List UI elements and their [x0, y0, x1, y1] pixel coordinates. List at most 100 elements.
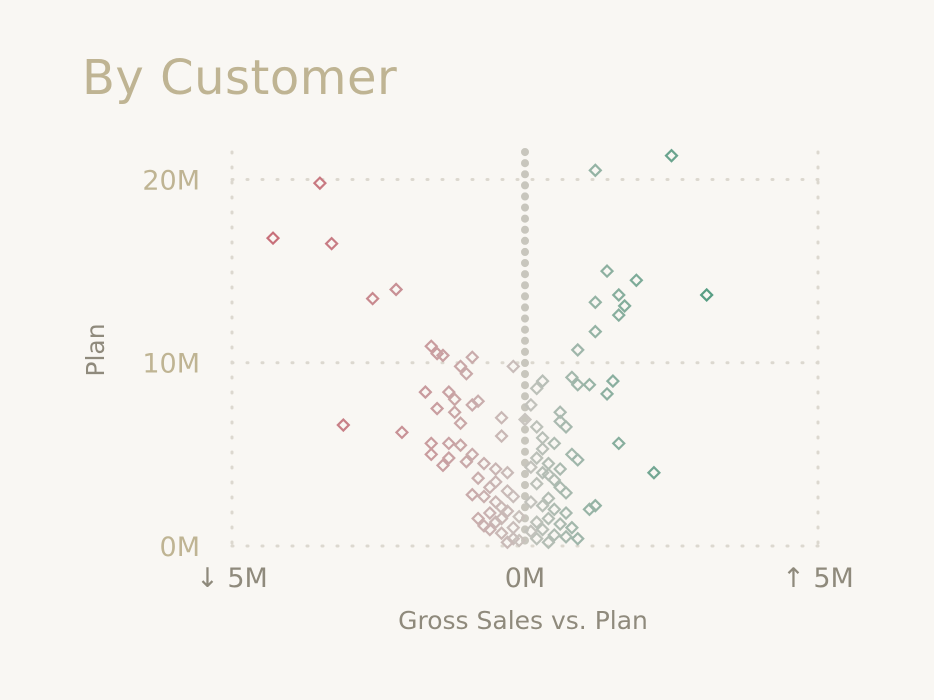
data-point [564, 370, 579, 385]
x-axis-title: Gross Sales vs. Plan [398, 606, 648, 635]
data-point [599, 264, 615, 279]
data-point [488, 461, 503, 477]
data-point [529, 419, 544, 434]
x-tick-label: ↓ 5M [196, 563, 268, 594]
y-tick-label: 10M [142, 349, 200, 380]
data-point [535, 441, 550, 456]
data-point [476, 518, 492, 533]
data-point [553, 461, 568, 477]
data-point [605, 374, 620, 389]
data-point [517, 412, 533, 427]
data-point [611, 308, 626, 323]
data-point [418, 385, 433, 400]
data-point [500, 483, 515, 499]
data-point [588, 163, 603, 178]
data-point [512, 533, 527, 548]
data-point [465, 447, 480, 462]
data-point [394, 425, 409, 440]
data-point [476, 456, 492, 471]
data-point [494, 428, 509, 444]
data-point [547, 527, 562, 543]
data-point [541, 511, 556, 526]
data-point [535, 374, 550, 389]
data-point [324, 236, 339, 251]
data-point [599, 386, 615, 401]
data-point [465, 350, 480, 365]
data-point [535, 522, 550, 537]
data-point [541, 535, 556, 550]
data-point [699, 287, 714, 302]
data-point [482, 505, 497, 521]
data-point [471, 471, 486, 486]
data-point [494, 526, 509, 541]
data-point [541, 456, 556, 471]
data-point [471, 394, 486, 409]
data-point [529, 515, 544, 530]
data-point [570, 531, 585, 546]
data-point [529, 381, 544, 396]
data-point [547, 502, 562, 517]
data-point [506, 520, 521, 535]
chart-title: By Customer [82, 50, 398, 106]
data-point [512, 509, 527, 524]
y-axis-title: Plan [81, 323, 110, 376]
data-point [558, 419, 574, 434]
data-point [523, 524, 538, 539]
data-point [558, 529, 574, 544]
data-point [459, 454, 474, 469]
data-point [588, 295, 603, 310]
data-point [365, 291, 380, 306]
data-point [447, 405, 462, 420]
data-point [336, 417, 351, 433]
data-point [453, 438, 468, 453]
data-point [564, 520, 579, 535]
data-point [494, 511, 509, 526]
data-point [535, 498, 550, 513]
data-point [465, 397, 480, 412]
data-point [558, 485, 574, 500]
data-point [523, 460, 538, 475]
data-point [500, 504, 515, 519]
data-point [465, 487, 480, 502]
data-point [588, 498, 603, 513]
data-point [447, 392, 462, 407]
data-point [535, 430, 550, 445]
data-point [488, 474, 503, 489]
data-point [582, 502, 597, 517]
x-tick-label: ↑ 5M [782, 563, 854, 594]
data-point [541, 467, 556, 482]
data-point [541, 491, 556, 506]
data-point [570, 377, 585, 392]
data-point [646, 465, 661, 480]
data-point [553, 405, 568, 420]
y-tick-label: 0M [160, 532, 200, 563]
data-point [611, 436, 626, 451]
data-point [529, 450, 544, 466]
data-point [441, 436, 456, 451]
data-point [529, 476, 544, 491]
data-point [441, 385, 456, 400]
data-point [500, 535, 515, 550]
data-point [435, 458, 451, 473]
data-point [500, 465, 515, 480]
data-point [617, 298, 632, 313]
data-point [664, 148, 679, 163]
data-point [424, 436, 439, 451]
data-point [564, 447, 579, 462]
data-point [430, 401, 445, 416]
data-point [506, 489, 521, 504]
data-point [476, 489, 492, 504]
data-point [629, 273, 644, 288]
data-point [424, 447, 439, 462]
data-point [265, 231, 281, 246]
data-point [570, 342, 585, 357]
data-point [529, 531, 544, 546]
data-point [547, 436, 562, 451]
data-point [494, 410, 509, 425]
data-point [523, 397, 538, 412]
data-point [459, 366, 474, 381]
data-point [435, 348, 451, 363]
data-point [482, 480, 497, 495]
